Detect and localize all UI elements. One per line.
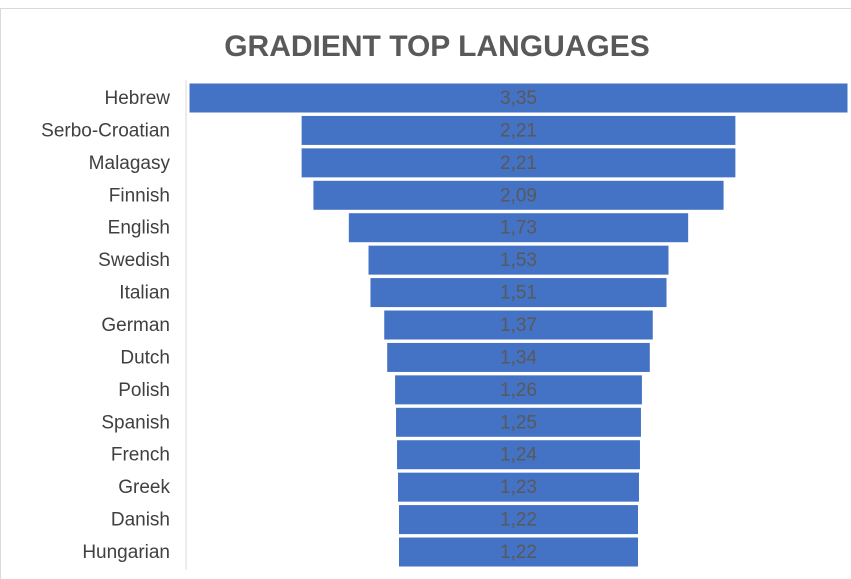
bar — [369, 277, 668, 309]
value-label: 1,22 — [500, 542, 537, 563]
value-label: 1,24 — [500, 445, 537, 466]
category-label: Polish — [118, 380, 170, 401]
value-label: 1,73 — [500, 218, 537, 239]
category-label: Italian — [119, 283, 170, 304]
bar — [367, 244, 670, 276]
category-label: Greek — [118, 477, 170, 498]
value-label: 2,21 — [500, 120, 537, 141]
category-label: German — [101, 315, 170, 336]
value-label: 3,35 — [500, 88, 537, 109]
value-label: 1,53 — [500, 250, 537, 271]
category-label: English — [108, 218, 170, 239]
bar — [383, 309, 654, 341]
value-label: 1,22 — [500, 510, 537, 531]
category-label: Dutch — [120, 347, 170, 368]
bar — [395, 406, 642, 438]
bar — [397, 471, 640, 503]
value-label: 2,09 — [500, 185, 537, 206]
bar — [312, 179, 725, 211]
category-label: Finnish — [109, 185, 170, 206]
value-label: 2,21 — [500, 153, 537, 174]
bar — [347, 212, 690, 244]
category-label: Malagasy — [89, 153, 171, 174]
value-label: 1,51 — [500, 283, 537, 304]
bar — [396, 439, 641, 471]
bar — [398, 536, 639, 568]
category-label: Danish — [111, 510, 170, 531]
bar — [386, 341, 651, 373]
value-label: 1,25 — [500, 412, 537, 433]
category-label: Spanish — [101, 412, 170, 433]
value-label: 1,34 — [500, 347, 537, 368]
bar — [394, 374, 643, 406]
chart-title: GRADIENT TOP LANGUAGES — [224, 30, 650, 63]
bar — [300, 114, 737, 146]
bar — [398, 504, 639, 536]
category-label: Swedish — [98, 250, 170, 271]
chart-border — [0, 8, 851, 579]
category-label: Serbo-Croatian — [41, 120, 170, 141]
value-label: 1,26 — [500, 380, 537, 401]
category-label: Hungarian — [82, 542, 170, 563]
value-label: 1,37 — [500, 315, 537, 336]
category-label: French — [111, 445, 170, 466]
value-label: 1,23 — [500, 477, 537, 498]
category-label: Hebrew — [105, 88, 171, 109]
bar — [300, 147, 737, 179]
bar — [188, 82, 849, 114]
